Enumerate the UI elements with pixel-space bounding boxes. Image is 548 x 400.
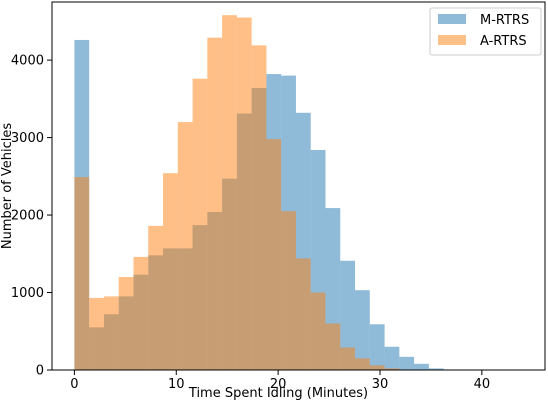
a-rtrs-bar-15 [295, 258, 311, 370]
legend-label-a-rtrs: A-RTRS [480, 34, 527, 49]
a-rtrs-bar-16 [310, 292, 326, 370]
legend: M-RTRS A-RTRS [429, 7, 542, 56]
a-rtrs-bar-11 [236, 17, 252, 370]
x-tick-label: 20 [270, 377, 287, 392]
m-rtrs-bar-22 [399, 356, 415, 370]
y-tick-label: 2000 [11, 209, 44, 224]
y-tick-label: 0 [36, 364, 44, 379]
a-rtrs-bar-9 [207, 37, 223, 371]
x-tick-label: 10 [168, 377, 185, 392]
a-rtrs-bar-17 [325, 323, 341, 370]
y-tick-label: 4000 [11, 54, 44, 69]
a-rtrs-bar-4 [133, 256, 149, 370]
x-tick-label: 0 [70, 377, 78, 392]
a-rtrs-bar-18 [340, 347, 356, 370]
a-rtrs-bar-3 [118, 277, 134, 370]
a-rtrs-bar-10 [222, 15, 237, 370]
m-rtrs-bar-24 [428, 368, 444, 370]
x-axis-ticks: 0 10 20 30 40 [70, 370, 490, 392]
legend-label-m-rtrs: M-RTRS [480, 13, 529, 28]
y-tick-label: 1000 [11, 286, 44, 301]
a-rtrs-bar-6 [163, 173, 178, 370]
m-rtrs-bar-18 [340, 260, 356, 370]
plot-frame [51, 1, 546, 371]
a-rtrs-bar-13 [266, 139, 282, 370]
a-rtrs-bar-20 [369, 365, 385, 370]
y-axis-label: Number of Vehicles [0, 123, 15, 250]
a-rtrs-bar-8 [192, 78, 208, 370]
x-axis-label: Time Spent Idling (Minutes) [188, 386, 368, 400]
a-rtrs-bar-12 [251, 45, 267, 371]
m-rtrs-bar-20 [369, 324, 385, 370]
a-rtrs-bar-0 [74, 177, 90, 370]
a-rtrs-bar-7 [177, 122, 193, 370]
y-axis-ticks: 0 1000 2000 3000 4000 [11, 54, 52, 379]
x-tick-label: 30 [372, 377, 389, 392]
y-tick-label: 3000 [11, 131, 44, 146]
a-rtrs-bars [74, 15, 400, 371]
a-rtrs-bar-21 [384, 368, 400, 370]
m-rtrs-bar-23 [414, 363, 429, 370]
legend-swatch-a-rtrs [438, 35, 466, 45]
x-tick-label: 40 [474, 377, 491, 392]
legend-swatch-m-rtrs [438, 14, 466, 24]
m-rtrs-bar-21 [384, 346, 400, 370]
a-rtrs-bar-5 [148, 225, 164, 370]
a-rtrs-bar-14 [281, 211, 296, 370]
a-rtrs-bar-19 [355, 358, 370, 370]
a-rtrs-bar-2 [103, 296, 119, 370]
a-rtrs-bar-1 [89, 297, 104, 370]
m-rtrs-bar-19 [355, 290, 370, 370]
